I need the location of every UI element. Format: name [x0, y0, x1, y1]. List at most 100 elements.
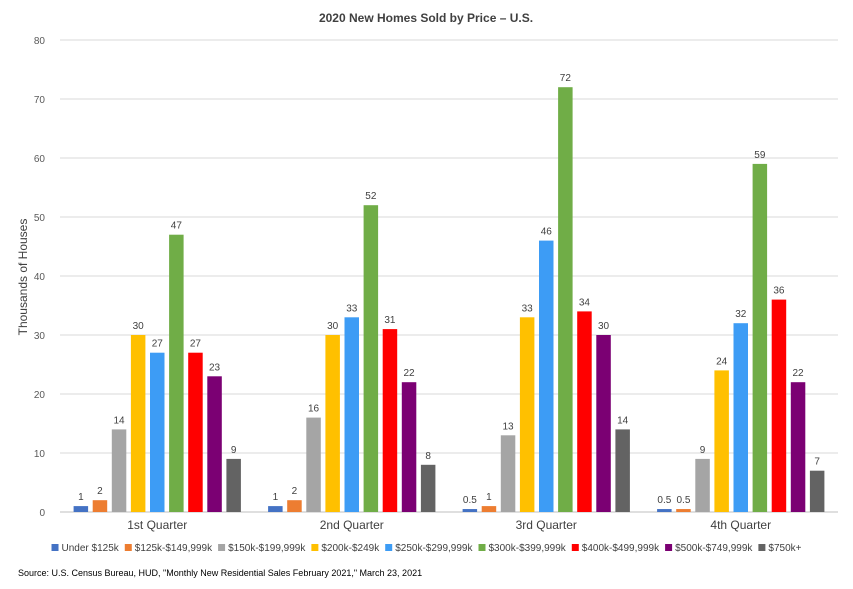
bar — [401, 382, 417, 512]
bar — [188, 352, 203, 512]
data-label: 22 — [792, 368, 804, 379]
y-tick-label: 20 — [34, 390, 46, 401]
data-label: 30 — [327, 321, 339, 332]
legend-label: $750k+ — [768, 543, 801, 554]
y-axis-label: Thousands of Houses — [16, 219, 30, 336]
legend-item: $400k-$499,999k — [571, 543, 660, 554]
legend-label: $150k-$199,999k — [228, 543, 306, 554]
data-label: 0.5 — [657, 495, 671, 506]
data-label: 30 — [598, 321, 610, 332]
data-label: 52 — [365, 191, 377, 202]
data-label: 32 — [735, 309, 747, 320]
bar — [420, 464, 436, 512]
y-tick-label: 60 — [34, 154, 46, 165]
y-tick-label: 70 — [34, 95, 46, 106]
legend-swatch — [571, 544, 579, 551]
bar — [695, 458, 710, 512]
legend-swatch — [51, 544, 59, 551]
data-label: 0.5 — [676, 495, 690, 506]
legend-label: $500k-$749,999k — [675, 543, 753, 554]
bar — [733, 323, 748, 512]
legend-item: $750k+ — [758, 543, 802, 554]
data-label: 24 — [716, 356, 728, 367]
legend: Under $125k $125k-$149,999k $150k-$199,999… — [51, 543, 802, 554]
legend-item: $300k-$399,999k — [478, 543, 567, 554]
data-label: 0.5 — [463, 495, 477, 506]
data-label: 14 — [113, 415, 125, 426]
bar — [344, 317, 359, 512]
data-label: 1 — [486, 492, 492, 503]
axis-ticks: 0 10 20 30 40 50 60 70 80 1st Quarter 2nd Quarter 3… — [34, 36, 771, 532]
bar — [596, 335, 611, 512]
data-label: 1 — [273, 492, 279, 503]
y-tick-label: 50 — [34, 213, 46, 224]
legend-swatch — [311, 544, 319, 551]
y-tick-label: 40 — [34, 272, 46, 283]
bar — [363, 205, 379, 512]
x-tick-label: 3rd Quarter — [516, 518, 577, 532]
data-label: 27 — [152, 339, 164, 350]
bar — [615, 429, 630, 512]
y-tick-label: 30 — [34, 331, 46, 342]
legend-swatch — [758, 544, 766, 551]
legend-item: $150k-$199,999k — [218, 543, 306, 554]
bar — [226, 458, 241, 512]
bar — [169, 234, 184, 512]
data-label: 23 — [209, 362, 221, 373]
legend-item: $250k-$299,999k — [385, 543, 473, 554]
data-label: 33 — [346, 303, 358, 314]
bar — [481, 506, 497, 512]
data-label: 7 — [814, 457, 820, 468]
bar — [790, 382, 806, 512]
y-tick-label: 0 — [39, 508, 45, 519]
data-label: 14 — [617, 415, 629, 426]
bar — [462, 509, 478, 512]
bar — [130, 335, 146, 512]
y-tick-label: 80 — [34, 36, 46, 47]
bar — [287, 500, 302, 512]
bar — [577, 311, 592, 512]
data-label: 27 — [190, 339, 202, 350]
bar — [268, 506, 283, 512]
bar — [714, 370, 729, 512]
data-labels: 1 2 14 30 27 47 27 23 9 1 2 16 30 33 52 31 22 8 0.5 1 13 33 46… — [78, 73, 820, 506]
bar — [207, 376, 222, 512]
bar — [150, 352, 165, 512]
legend-item: $200k-$249k — [311, 543, 380, 554]
bar — [306, 417, 321, 512]
legend-label: $400k-$499,999k — [582, 543, 660, 554]
legend-swatch — [665, 544, 673, 551]
bar — [382, 329, 398, 512]
chart-title: 2020 New Homes Sold by Price – U.S. — [319, 11, 533, 25]
bar — [92, 500, 108, 512]
data-label: 2 — [292, 486, 298, 497]
legend-label: $200k-$249k — [321, 543, 380, 554]
data-label: 16 — [308, 404, 320, 415]
data-label: 59 — [754, 150, 766, 161]
bar — [771, 299, 787, 512]
data-label: 46 — [541, 227, 553, 238]
legend-swatch — [478, 544, 486, 551]
legend-item: $500k-$749,999k — [665, 543, 753, 554]
bar — [809, 470, 825, 512]
bar — [519, 317, 535, 512]
legend-label: $250k-$299,999k — [395, 543, 473, 554]
bar — [657, 509, 672, 512]
data-label: 31 — [384, 315, 396, 326]
bar — [676, 509, 691, 512]
legend-label: $300k-$399,999k — [489, 543, 567, 554]
y-tick-label: 10 — [34, 449, 46, 460]
x-tick-label: 1st Quarter — [127, 518, 187, 532]
data-label: 13 — [502, 421, 514, 432]
data-label: 36 — [773, 286, 785, 297]
legend-item: Under $125k — [51, 543, 120, 554]
legend-swatch — [124, 544, 132, 551]
data-label: 72 — [560, 73, 572, 84]
bar — [539, 240, 554, 512]
data-label: 22 — [403, 368, 415, 379]
data-label: 30 — [133, 321, 145, 332]
data-label: 9 — [231, 445, 237, 456]
bar — [752, 163, 768, 512]
x-tick-label: 4th Quarter — [710, 518, 771, 532]
legend-swatch — [385, 544, 393, 551]
